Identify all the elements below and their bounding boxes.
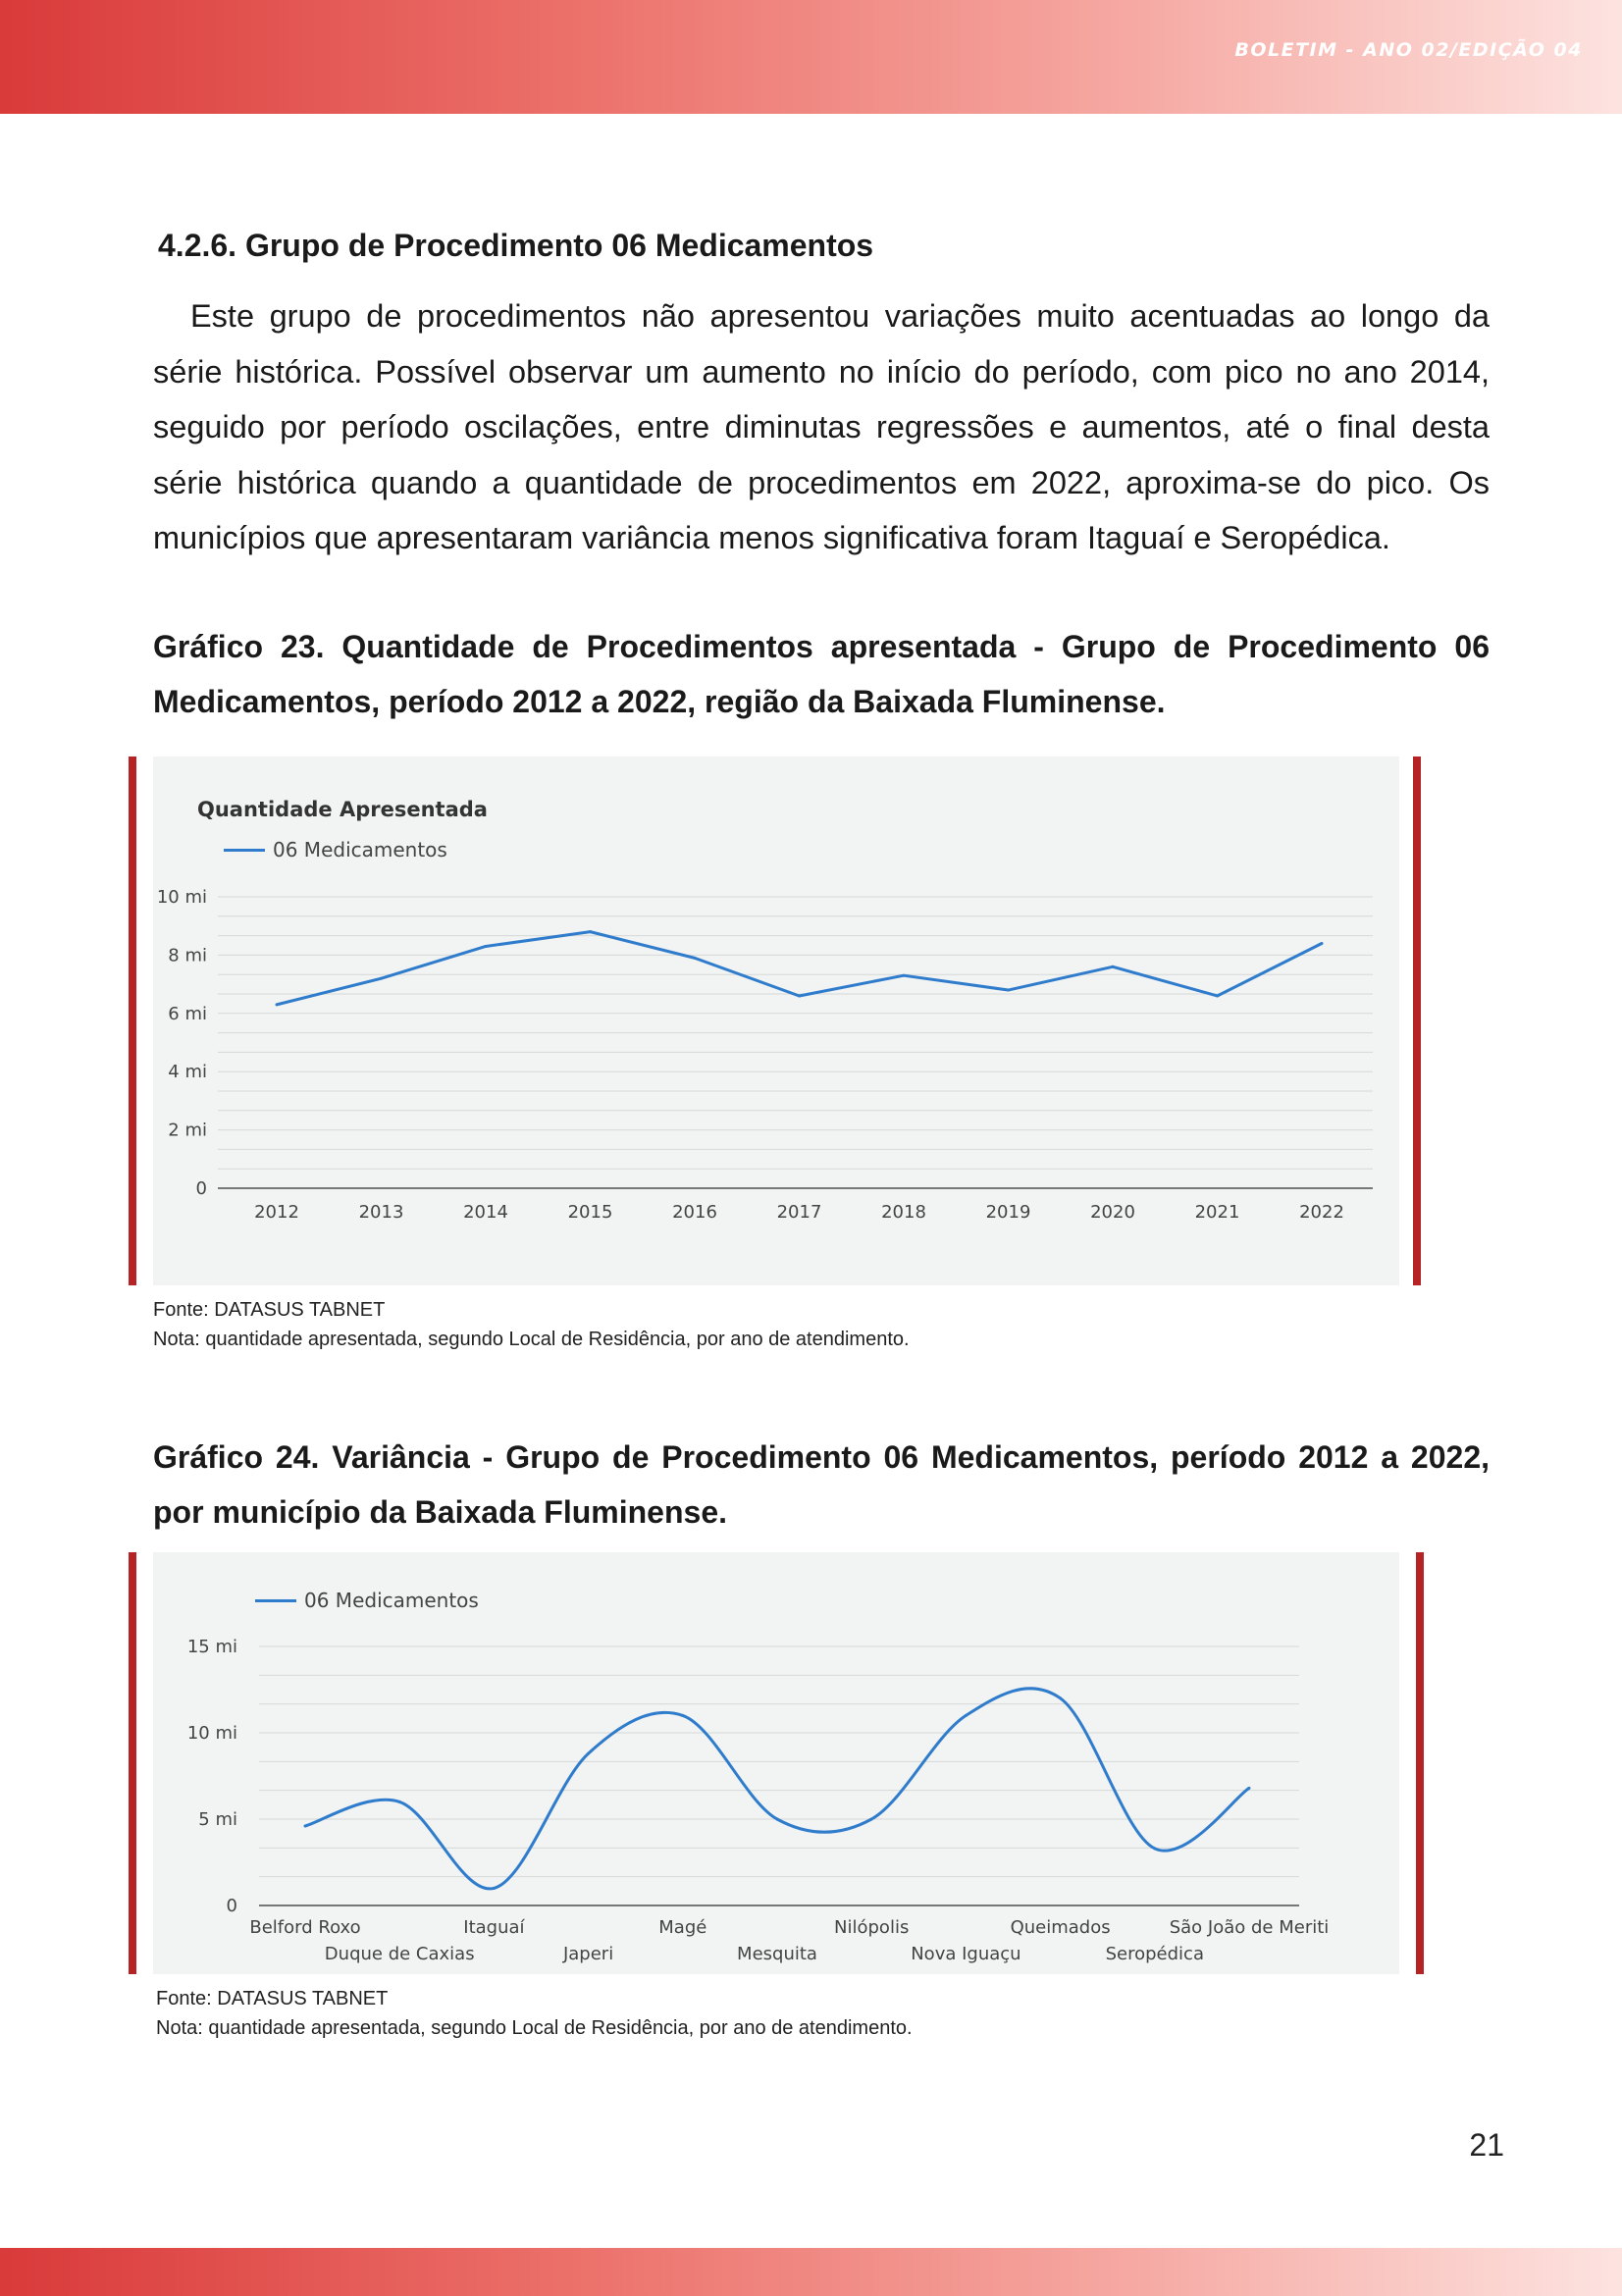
data-point [1059,1696,1063,1700]
figure24-caption: Gráfico 24. Variância - Grupo de Procedi… [153,1439,1490,1530]
data-point [587,1751,591,1755]
x-tick-label: Seropédica [1106,1944,1204,1964]
y-tick-label: 8 mi [168,945,207,965]
y-tick-label: 2 mi [168,1121,207,1141]
y-tick-label: 4 mi [168,1062,207,1082]
data-point [1111,965,1115,968]
page-number: 21 [1469,2127,1504,2163]
series-line [304,1687,1250,1891]
data-point [1216,994,1219,998]
data-point [681,1713,685,1717]
data-point [775,1817,779,1821]
figure23-caption: Gráfico 23. Quantidade de Procedimentos … [153,629,1490,719]
x-tick-label: Queimados [1011,1917,1111,1938]
data-point [1320,942,1324,946]
data-point [902,973,906,977]
x-tick-label: 2015 [568,1202,613,1223]
x-tick-label: Mesquita [737,1944,817,1964]
x-tick-label: 2016 [672,1202,717,1223]
data-point [589,930,592,934]
chart2-legend-label: 06 Medicamentos [304,1589,479,1612]
x-tick-label: 2021 [1195,1202,1240,1223]
x-tick-label: Nova Iguaçu [911,1944,1020,1964]
chart2-right-bar [1416,1552,1424,1974]
x-tick-label: Japeri [562,1944,613,1964]
figure24-source: Fonte: DATASUS TABNET [156,1988,389,2009]
chart2: 06 Medicamentos 0 5 mi 10 mi 15 mi Belford R… [153,1552,1399,1974]
y-tick-label: 6 mi [168,1004,207,1024]
chart1-left-bar [129,757,136,1285]
y-tick-label: 10 mi [157,887,207,908]
data-point [964,1713,968,1717]
chart1-plot: 0 2 mi 4 mi 6 mi 8 mi 10 mi 2012 2013 2014 2015 20… [157,887,1373,1223]
data-point [1007,988,1010,992]
data-point [1247,1786,1251,1790]
chart1-right-bar [1413,757,1421,1285]
figure23-note: Nota: quantidade apresentada, segundo Lo… [153,1329,910,1350]
chart1-legend: 06 Medicamentos [224,838,447,861]
x-tick-label: 2014 [463,1202,508,1223]
data-point [492,1886,496,1890]
x-tick-label: Magé [658,1917,706,1938]
x-tick-label: 2022 [1299,1202,1344,1223]
x-tick-label: Itaguaí [463,1917,525,1938]
x-tick-label: 2012 [254,1202,299,1223]
data-point [397,1800,401,1803]
data-point [693,956,697,960]
footer-band [0,2248,1622,2296]
y-tick-label: 10 mi [187,1723,237,1744]
data-point [1153,1847,1157,1851]
section-title: 4.2.6. Grupo de Procedimento 06 Medicame… [158,228,874,263]
y-tick-label: 0 [196,1178,207,1199]
y-tick-label: 15 mi [187,1637,237,1657]
x-tick-label: 2017 [777,1202,822,1223]
bulletin-label: BOLETIM - ANO 02/EDIÇÃO 04 [1234,39,1583,61]
chart1-legend-swatch [224,848,265,852]
x-tick-label: 2018 [881,1202,926,1223]
chart2-plot: 0 5 mi 10 mi 15 mi Belford Roxo Duque de Caxi… [187,1637,1330,1964]
chart1: Quantidade Apresentada 06 Medicamentos 0… [153,757,1399,1285]
figure24-note: Nota: quantidade apresentada, segundo Lo… [156,2017,913,2039]
y-tick-label: 5 mi [198,1809,237,1830]
header-band [0,0,1622,114]
x-tick-label: 2013 [359,1202,404,1223]
data-point [798,994,801,998]
data-point [869,1817,873,1821]
chart2-legend-swatch [255,1598,296,1602]
figure23-source: Fonte: DATASUS TABNET [153,1299,386,1321]
data-point [484,944,488,948]
x-tick-label: São João de Meriti [1170,1917,1330,1938]
x-tick-label: 2019 [986,1202,1031,1223]
x-tick-label: Duque de Caxias [325,1944,475,1964]
section-paragraph: Este grupo de procedimentos não apresent… [153,298,1490,555]
chart2-legend: 06 Medicamentos [255,1589,479,1612]
data-point [303,1824,307,1828]
chart2-left-bar [129,1552,136,1974]
y-tick-label: 0 [227,1896,237,1916]
data-point [275,1003,279,1007]
x-tick-label: Belford Roxo [249,1917,360,1938]
chart1-legend-label: 06 Medicamentos [273,838,447,861]
chart1-title: Quantidade Apresentada [197,798,488,821]
x-tick-label: Nilópolis [834,1917,909,1938]
x-tick-label: 2020 [1090,1202,1135,1223]
data-point [380,976,383,980]
